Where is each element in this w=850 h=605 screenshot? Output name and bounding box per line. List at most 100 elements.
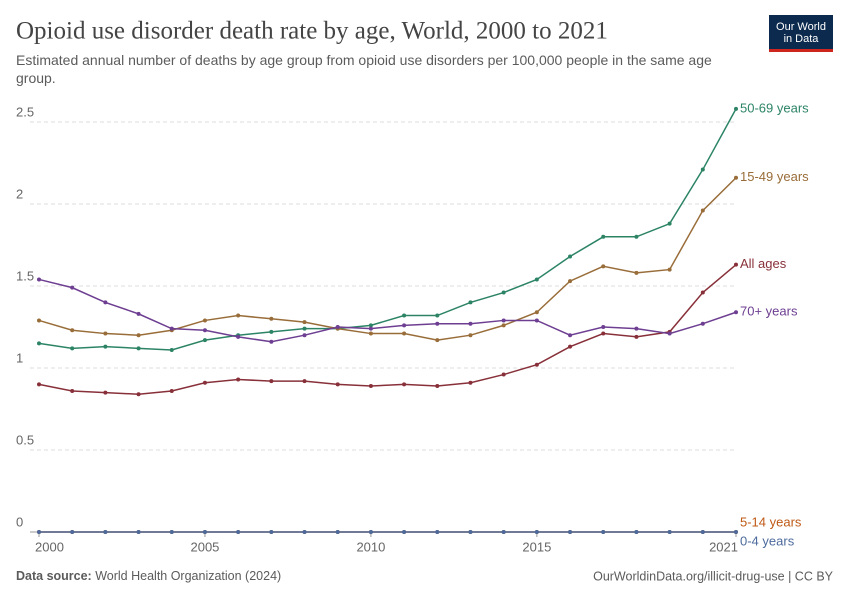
- series-label: 70+ years: [740, 304, 798, 319]
- data-point: [202, 338, 207, 343]
- data-point: [169, 530, 174, 534]
- data-point: [302, 320, 307, 325]
- data-point: [734, 530, 738, 534]
- data-point: [700, 167, 705, 172]
- data-point: [136, 346, 141, 351]
- data-point: [103, 390, 108, 395]
- data-point: [700, 530, 705, 534]
- data-point: [368, 326, 373, 331]
- series-label: All ages: [740, 256, 787, 271]
- logo-text: in Data: [784, 33, 820, 45]
- y-tick-label: 1: [16, 350, 23, 365]
- data-point: [601, 264, 606, 269]
- data-point: [236, 334, 241, 339]
- chart-subtitle: Estimated annual number of deaths by age…: [16, 52, 712, 86]
- data-point: [103, 344, 108, 349]
- x-tick-label: 2021: [709, 539, 738, 554]
- data-point: [501, 318, 506, 323]
- data-point: [37, 382, 41, 387]
- logo-text: Our World: [776, 21, 826, 33]
- data-point: [601, 325, 606, 329]
- data-point: [236, 530, 241, 534]
- data-point: [70, 388, 75, 393]
- data-point: [169, 347, 174, 352]
- data-point: [136, 530, 141, 534]
- data-point: [667, 221, 672, 226]
- data-point: [202, 380, 207, 385]
- data-point: [368, 323, 373, 328]
- data-point: [601, 331, 606, 336]
- url-license: OurWorldinData.org/illicit-drug-use | CC…: [593, 569, 834, 583]
- data-point: [136, 311, 141, 316]
- chart-title: Opioid use disorder death rate by age, W…: [16, 18, 608, 45]
- logo-box: [769, 15, 833, 49]
- x-tick-label: 2015: [522, 539, 551, 554]
- data-point: [70, 285, 75, 290]
- data-point: [601, 530, 606, 534]
- y-tick-label: 0.5: [16, 432, 34, 447]
- data-point: [700, 321, 705, 326]
- x-tick-label: 2010: [356, 539, 385, 554]
- data-point: [269, 339, 274, 344]
- data-point: [302, 379, 307, 384]
- source: World Health Organization (2024): [95, 569, 281, 583]
- data-point: [468, 380, 473, 385]
- x-tick-label: 2000: [35, 539, 64, 554]
- y-tick-label: 2: [16, 186, 23, 201]
- data-point: [568, 344, 573, 349]
- data-point: [568, 279, 573, 284]
- data-point: [169, 388, 174, 393]
- data-point: [534, 277, 539, 282]
- data-point: [501, 372, 506, 377]
- data-point: [601, 234, 606, 239]
- data-point: [501, 530, 506, 534]
- data-point: [37, 530, 41, 534]
- data-point: [37, 341, 41, 346]
- data-point: [202, 530, 207, 534]
- data-point: [335, 325, 340, 329]
- data-point: [368, 331, 373, 336]
- data-point: [468, 333, 473, 338]
- data-point: [534, 362, 539, 367]
- source-line: Data source: World Health Organization (…: [16, 569, 281, 583]
- source-label: Data source:: [16, 569, 92, 583]
- data-point: [534, 310, 539, 315]
- data-point: [468, 321, 473, 326]
- data-point: [501, 323, 506, 328]
- data-point: [368, 530, 373, 534]
- data-point: [103, 300, 108, 305]
- data-point: [202, 328, 207, 333]
- series-line: [38, 108, 737, 351]
- series-label: 0-4 years: [740, 533, 795, 548]
- data-point: [269, 329, 274, 334]
- data-point: [468, 530, 473, 534]
- data-point: [435, 384, 440, 389]
- data-point: [302, 326, 307, 331]
- data-point: [534, 318, 539, 323]
- data-point: [103, 331, 108, 336]
- series-label: 50-69 years: [740, 100, 809, 115]
- data-point: [37, 318, 41, 323]
- data-point: [634, 530, 639, 534]
- data-point: [634, 270, 639, 275]
- data-point: [568, 333, 573, 338]
- data-point: [302, 530, 307, 534]
- data-point: [335, 530, 340, 534]
- logo-bar: [769, 49, 833, 52]
- data-point: [136, 392, 141, 397]
- data-point: [634, 326, 639, 331]
- series-label: 5-14 years: [740, 514, 802, 529]
- data-point: [402, 331, 407, 336]
- data-point: [501, 290, 506, 295]
- data-point: [269, 379, 274, 384]
- y-tick-label: 2.5: [16, 104, 34, 119]
- data-point: [70, 346, 75, 351]
- data-point: [634, 234, 639, 239]
- x-tick-label: 2005: [190, 539, 219, 554]
- subtitle-box: Estimated annual number of deaths by age…: [16, 52, 712, 86]
- data-point: [734, 106, 738, 111]
- series-line: [38, 177, 737, 341]
- data-point: [302, 333, 307, 338]
- series-line: [38, 278, 737, 343]
